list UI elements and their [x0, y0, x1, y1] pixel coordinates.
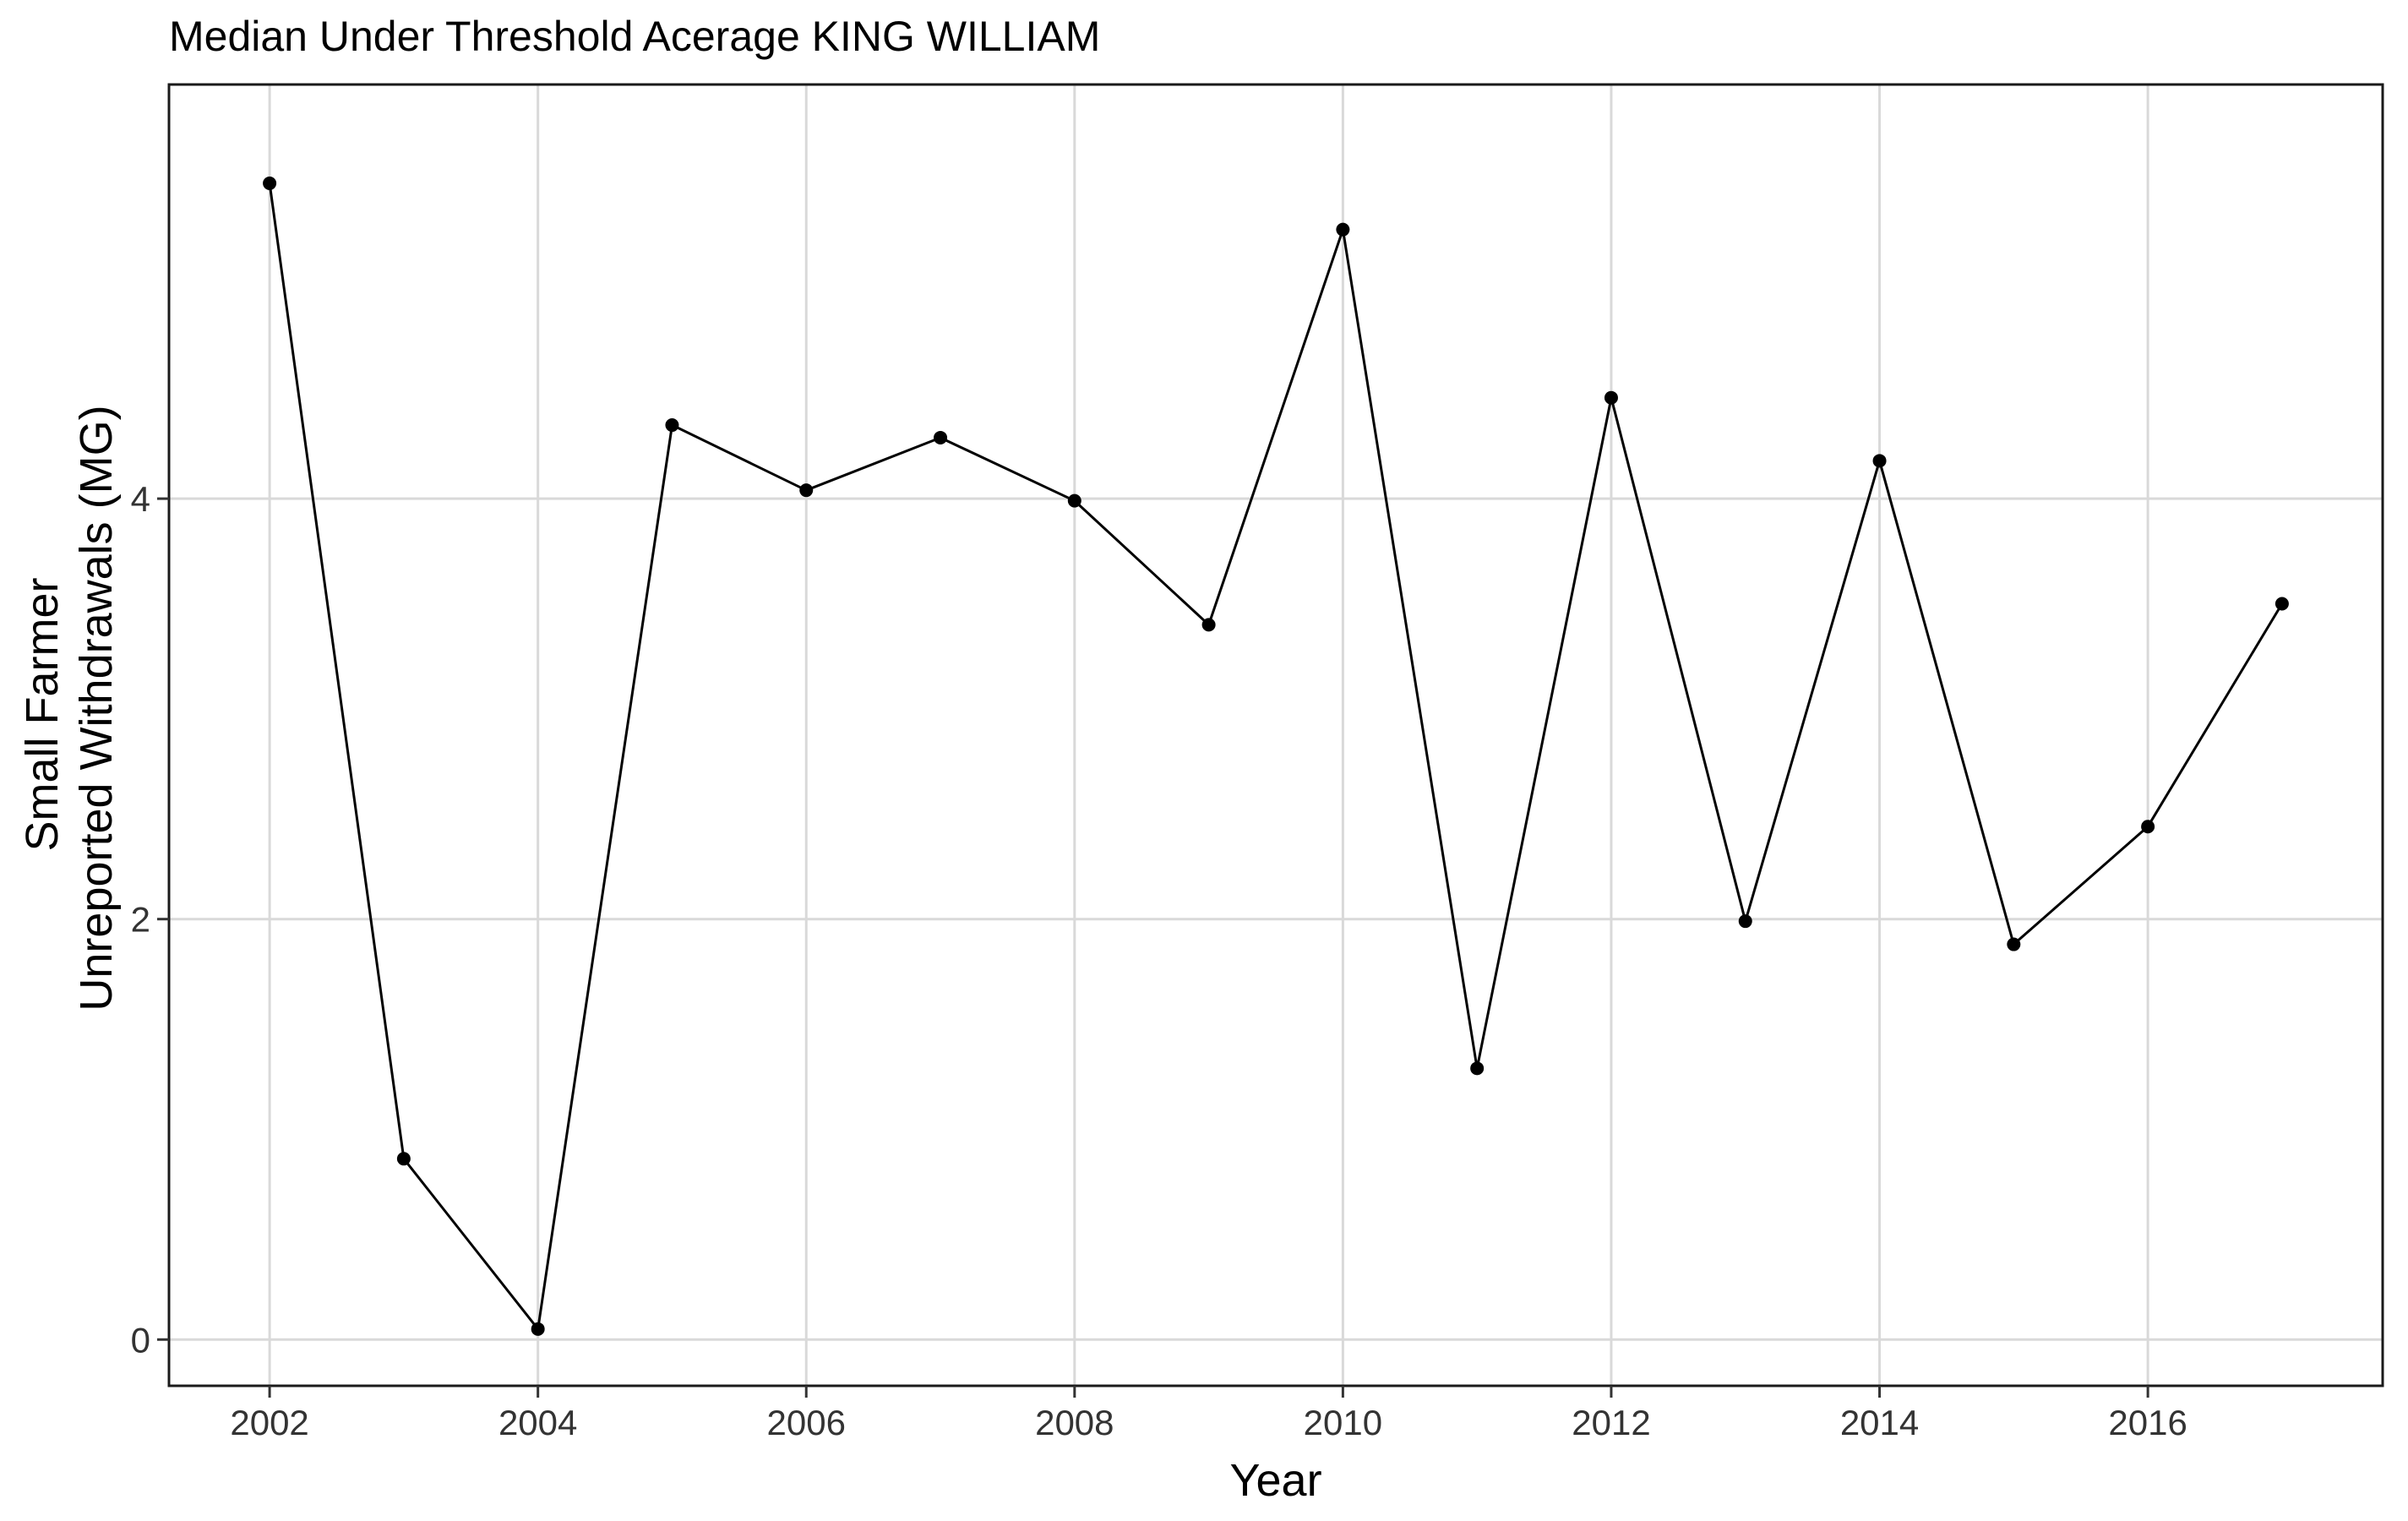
- x-axis-title: Year: [1229, 1455, 1321, 1506]
- grid: [169, 84, 2383, 1386]
- data-point-2008: [1067, 493, 1081, 508]
- x-tick-label-2014: 2014: [1840, 1403, 1919, 1442]
- data-point-2012: [1604, 390, 1618, 405]
- data-point-2011: [1470, 1061, 1485, 1076]
- data-point-2010: [1336, 222, 1350, 237]
- x-tick-label-2004: 2004: [498, 1403, 577, 1442]
- x-tick-label-2006: 2006: [767, 1403, 846, 1442]
- data-point-2005: [665, 418, 679, 433]
- y-tick-label-4: 4: [131, 479, 150, 519]
- data-point-2006: [799, 483, 814, 498]
- y-axis-title-line-1: Small Farmer: [17, 577, 68, 851]
- data-point-2016: [2141, 820, 2155, 834]
- plot-panel-border: [167, 83, 2384, 1387]
- y-axis-title-line-2: Unreported Withdrawals (MG): [71, 405, 122, 1011]
- x-tick-label-2002: 2002: [230, 1403, 308, 1442]
- y-tick-label-0: 0: [131, 1320, 150, 1360]
- data-point-2007: [934, 430, 948, 444]
- data-point-2003: [396, 1152, 411, 1166]
- x-tick-label-2012: 2012: [1572, 1403, 1650, 1442]
- x-tick-label-2016: 2016: [2108, 1403, 2187, 1442]
- data-point-2013: [1738, 914, 1752, 929]
- data-point-2004: [531, 1322, 545, 1336]
- y-axis-title: Small Farmer Unreported Withdrawals (MG): [17, 405, 122, 1011]
- x-tick-label-2008: 2008: [1035, 1403, 1114, 1442]
- data-point-2014: [1872, 454, 1887, 468]
- axes: 2002 2004 2006 2008 2010 2012 2014 2016 0 2 4: [131, 479, 2187, 1442]
- series-layer: [263, 176, 2289, 1336]
- data-point-2009: [1201, 618, 1216, 632]
- y-tick-label-2: 2: [131, 900, 150, 940]
- data-point-2002: [263, 176, 277, 190]
- data-point-2017: [2275, 597, 2289, 611]
- data-point-2015: [2007, 937, 2021, 951]
- chart-title: Median Under Threshold Acerage KING WILL…: [169, 13, 1100, 60]
- x-tick-label-2010: 2010: [1304, 1403, 1382, 1442]
- series-line-0: [268, 183, 2284, 1331]
